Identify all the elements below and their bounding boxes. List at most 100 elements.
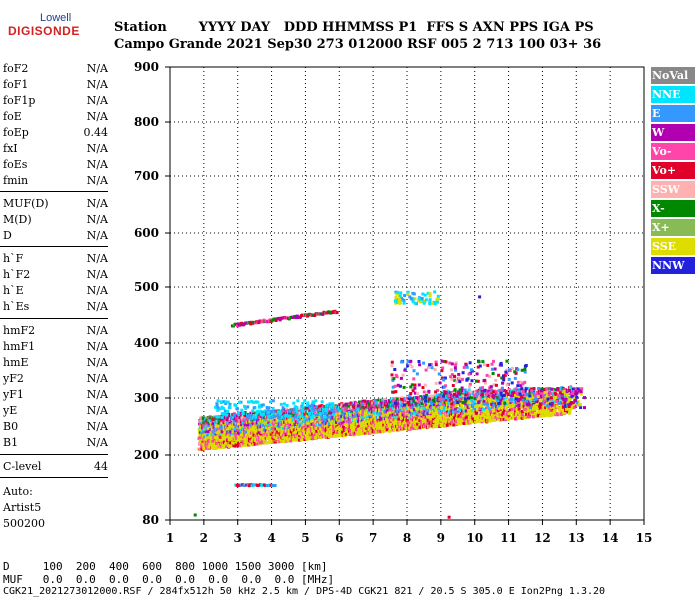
echo-point: [468, 382, 472, 386]
echo-point: [514, 387, 518, 391]
echo-point: [250, 433, 254, 437]
echo-point: [507, 418, 510, 421]
echo-point: [198, 436, 202, 440]
param-name: M(D): [3, 213, 32, 226]
echo-point: [376, 398, 380, 402]
echo-point: [366, 420, 370, 423]
echo-point: [351, 429, 355, 433]
param-value: N/A: [86, 340, 108, 353]
param-name: foF1: [3, 78, 29, 91]
echo-point: [389, 407, 393, 410]
echo-point: [477, 360, 481, 364]
echo-point: [386, 412, 390, 416]
echo-point: [303, 431, 306, 435]
echo-point: [513, 407, 517, 411]
echo-point: [514, 397, 518, 401]
echo-point: [434, 360, 438, 364]
echo-point: [204, 437, 208, 441]
echo-point: [242, 418, 246, 422]
echo-point: [276, 427, 280, 430]
echo-point: [351, 409, 355, 413]
echo-point: [303, 438, 307, 441]
echo-point: [299, 417, 303, 421]
echo-point: [288, 420, 292, 424]
echo-point: [237, 413, 241, 417]
echo-point: [490, 392, 494, 396]
echo-point: [322, 423, 326, 427]
param-value: N/A: [86, 324, 108, 337]
param-value: N/A: [86, 158, 108, 171]
echo-point: [402, 401, 406, 405]
echo-point: [217, 436, 220, 440]
echo-point: [532, 415, 535, 419]
x-tick-label: 4: [267, 531, 275, 545]
echo-point: [428, 397, 432, 401]
param-value: N/A: [86, 268, 108, 281]
echo-point: [489, 406, 493, 410]
echo-point: [353, 414, 357, 418]
echo-point: [291, 414, 294, 418]
echo-point: [517, 401, 521, 405]
echo-point: [261, 423, 265, 427]
echo-point: [475, 395, 479, 399]
echo-point: [382, 419, 386, 423]
echo-point: [551, 392, 554, 395]
echo-point: [492, 390, 496, 394]
echo-point: [401, 373, 405, 377]
y-tick-label: 500: [134, 280, 159, 294]
echo-point: [339, 424, 343, 428]
echo-point: [454, 363, 458, 367]
echo-point: [480, 389, 484, 393]
echo-point: [484, 395, 488, 399]
echo-point: [231, 430, 235, 434]
echo-point: [484, 381, 487, 385]
echo-point: [247, 422, 251, 426]
param-value: N/A: [86, 372, 108, 385]
echo-point: [363, 429, 367, 433]
echo-point: [389, 415, 393, 419]
echo-point: [284, 426, 288, 430]
echo-point: [439, 421, 443, 425]
echo-point: [229, 441, 233, 445]
echo-point: [332, 424, 335, 428]
echo-point: [232, 425, 236, 429]
echo-point: [502, 417, 506, 421]
echo-point: [324, 419, 328, 423]
echo-point: [475, 417, 479, 421]
param-name: h`F: [3, 252, 24, 265]
echo-point: [481, 394, 485, 398]
echo-point: [548, 406, 552, 410]
echo-point: [451, 384, 455, 387]
echo-point: [538, 407, 542, 410]
echo-point: [314, 426, 318, 430]
echo-point: [428, 363, 432, 367]
echo-point: [375, 427, 379, 430]
echo-point: [532, 387, 536, 391]
echo-point: [460, 386, 464, 390]
echo-point: [401, 410, 405, 414]
echo-point: [492, 359, 495, 363]
echo-point: [458, 399, 462, 403]
echo-point: [199, 424, 203, 428]
y-tick-label: 400: [134, 336, 159, 350]
echo-point: [363, 399, 367, 403]
echo-point: [403, 401, 407, 405]
echo-point: [362, 415, 366, 419]
param-name: foE: [3, 110, 22, 123]
echo-point: [299, 423, 303, 427]
echo-point: [422, 413, 426, 417]
echo-point: [248, 420, 252, 424]
echo-point: [432, 405, 436, 409]
echo-point: [361, 399, 365, 403]
echo-point: [526, 386, 530, 390]
echo-point: [482, 400, 486, 404]
echo-point: [379, 407, 383, 411]
echo-point: [514, 393, 517, 397]
x-tick-label: 6: [335, 531, 343, 545]
echo-point: [479, 411, 483, 414]
echo-point: [450, 420, 454, 424]
echo-point: [410, 426, 414, 430]
echo-point: [496, 417, 499, 421]
param-value: N/A: [86, 436, 108, 449]
echo-point: [458, 380, 462, 384]
